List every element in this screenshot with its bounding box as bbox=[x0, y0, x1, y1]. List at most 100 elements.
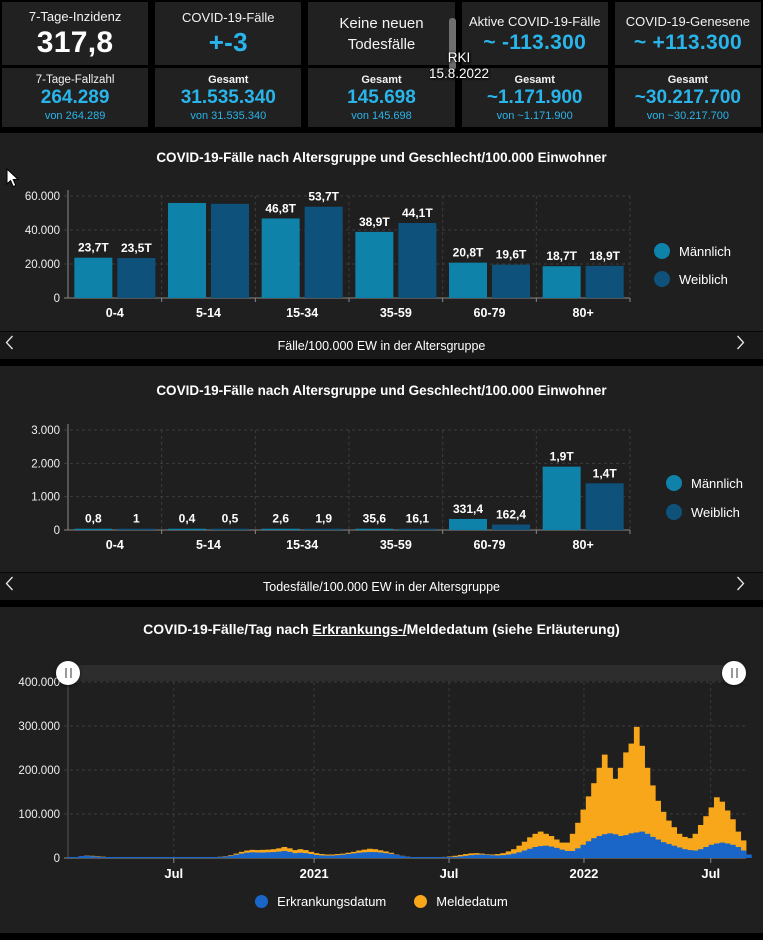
svg-text:1,9T: 1,9T bbox=[550, 450, 575, 464]
title-prefix: COVID-19-Fälle/Tag nach bbox=[143, 621, 313, 637]
svg-text:20.000: 20.000 bbox=[25, 259, 60, 271]
kpi-card-deaths[interactable]: Keine neuen Todesfälle Gesamt 145.698 vo… bbox=[308, 2, 455, 127]
cases-per-day-chart[interactable]: 0 100.000 200.000 300.000 400.000 Jul 2021 Jul 2… bbox=[0, 607, 763, 933]
kpi-footer-value: 264.289 bbox=[40, 86, 110, 108]
legend-item-maennlich[interactable]: Männlich bbox=[666, 475, 743, 491]
legend-label: Weiblich bbox=[691, 504, 740, 520]
svg-text:5-14: 5-14 bbox=[196, 538, 221, 552]
bar-60-79-Weiblich[interactable] bbox=[492, 264, 530, 298]
bar-5-14-Weiblich[interactable] bbox=[211, 528, 249, 530]
deaths-by-age-chart[interactable]: 0 1.000 2.000 3.000 0-4 0,8 1 5-140,4 0,5 15-34 2,… bbox=[0, 366, 763, 572]
next-chart-button[interactable] bbox=[736, 335, 758, 356]
bar-0-4-Männlich[interactable] bbox=[74, 528, 113, 530]
time-range-slider-handle-right[interactable] bbox=[722, 661, 746, 685]
svg-text:19,6T: 19,6T bbox=[496, 248, 527, 262]
scrollbar-thumb[interactable] bbox=[449, 18, 456, 70]
deaths-by-age-footer: Todesfälle/100.000 EW in der Altersgrupp… bbox=[0, 572, 763, 600]
bar-80+-Weiblich[interactable] bbox=[585, 483, 624, 530]
cases-by-age-footer: Fälle/100.000 EW in der Altersgruppe bbox=[0, 331, 763, 359]
svg-text:44,1T: 44,1T bbox=[402, 206, 433, 220]
tooltip-date: 15.8.2022 bbox=[428, 66, 490, 81]
kpi-card-active-cases[interactable]: Aktive COVID-19-Fälle ~ -113.300 Gesamt … bbox=[461, 2, 608, 127]
kpi-footer-label: Gesamt bbox=[667, 73, 709, 86]
bar-15-34-Weiblich[interactable] bbox=[304, 206, 343, 298]
kpi-card-recovered[interactable]: COVID-19-Genesene ~ +113.300 Gesamt ~30.… bbox=[614, 2, 761, 127]
bar-80+-Männlich[interactable] bbox=[542, 466, 581, 530]
prev-chart-button[interactable] bbox=[5, 576, 27, 597]
svg-text:5-14: 5-14 bbox=[196, 306, 221, 320]
legend-item-weiblich[interactable]: Weiblich bbox=[666, 504, 743, 520]
cases-by-age-chart[interactable]: 0 20.000 40.000 60.000 0-4 23,7T 23,5T 5-14 15-3… bbox=[0, 133, 763, 332]
svg-text:35,6: 35,6 bbox=[363, 512, 387, 526]
svg-text:1: 1 bbox=[133, 512, 140, 526]
bar-15-34-Weiblich[interactable] bbox=[304, 528, 343, 530]
svg-text:331,4: 331,4 bbox=[453, 502, 483, 516]
legend-item-erkrankungsdatum[interactable]: Erkrankungsdatum bbox=[255, 894, 386, 909]
deaths-by-age-legend: Männlich Weiblich bbox=[666, 475, 743, 520]
svg-text:300.000: 300.000 bbox=[18, 721, 60, 733]
time-range-slider-handle-left[interactable] bbox=[56, 661, 80, 685]
cases-by-age-legend: Männlich Weiblich bbox=[654, 243, 731, 287]
legend-item-maennlich[interactable]: Männlich bbox=[654, 243, 731, 259]
legend-label: Erkrankungsdatum bbox=[277, 894, 387, 909]
prev-chart-button[interactable] bbox=[5, 335, 27, 356]
erkrankungsdatum-link[interactable]: Erkrankungs-/ bbox=[312, 621, 407, 637]
title-suffix: Meldedatum (siehe Erläuterung) bbox=[406, 621, 620, 637]
bar-15-34-Männlich[interactable] bbox=[261, 218, 300, 298]
kpi-title: COVID-19-Genesene bbox=[625, 13, 751, 29]
bar-15-34-Männlich[interactable] bbox=[261, 528, 300, 530]
legend-item-weiblich[interactable]: Weiblich bbox=[654, 271, 731, 287]
bar-60-79-Weiblich[interactable] bbox=[492, 524, 530, 530]
legend-label: Weiblich bbox=[679, 271, 728, 287]
svg-text:35-59: 35-59 bbox=[380, 306, 412, 320]
legend-item-meldedatum[interactable]: Meldedatum bbox=[414, 894, 508, 909]
chevron-right-icon bbox=[737, 335, 745, 350]
kpi-card-new-cases[interactable]: COVID-19-Fälle +-3 Gesamt 31.535.340 von… bbox=[155, 2, 302, 127]
mouse-cursor-icon bbox=[6, 168, 20, 188]
erkrankungsdatum-dot-icon bbox=[255, 895, 269, 908]
bar-80+-Weiblich[interactable] bbox=[585, 265, 624, 298]
bar-5-14-Männlich[interactable] bbox=[168, 202, 206, 298]
svg-text:80+: 80+ bbox=[573, 538, 594, 552]
bar-35-59-Männlich[interactable] bbox=[355, 231, 394, 298]
series-Erkrankungsdatum[interactable] bbox=[68, 831, 752, 858]
bar-35-59-Weiblich[interactable] bbox=[398, 223, 437, 298]
legend-label: Männlich bbox=[679, 243, 732, 259]
kpi-card-bottom: Gesamt ~30.217.700 von ~30.217.700 bbox=[614, 68, 761, 127]
svg-text:18,9T: 18,9T bbox=[589, 249, 620, 263]
kpi-card-bottom: Gesamt ~1.171.900 von ~1.171.900 bbox=[461, 68, 608, 127]
bar-35-59-Weiblich[interactable] bbox=[398, 528, 437, 530]
svg-text:20,8T: 20,8T bbox=[453, 246, 484, 260]
kpi-footer-value: 31.535.340 bbox=[180, 86, 276, 108]
bar-60-79-Männlich[interactable] bbox=[449, 262, 487, 298]
svg-text:80+: 80+ bbox=[573, 306, 594, 320]
next-chart-button[interactable] bbox=[736, 576, 758, 597]
meldedatum-dot-icon bbox=[414, 895, 428, 908]
bar-0-4-Weiblich[interactable] bbox=[117, 258, 156, 298]
kpi-footer-label: 7-Tage-Fallzahl bbox=[35, 73, 115, 86]
cases-by-age-title: COVID-19-Fälle nach Altersgruppe und Ges… bbox=[156, 150, 607, 165]
svg-text:0-4: 0-4 bbox=[106, 306, 124, 320]
bar-0-4-Männlich[interactable] bbox=[74, 257, 113, 298]
bar-5-14-Weiblich[interactable] bbox=[211, 203, 249, 298]
svg-text:2,6: 2,6 bbox=[272, 512, 289, 526]
time-range-slider-track[interactable] bbox=[68, 665, 746, 681]
svg-text:0: 0 bbox=[54, 525, 60, 537]
svg-text:Jul: Jul bbox=[701, 866, 720, 881]
bar-80+-Männlich[interactable] bbox=[542, 266, 581, 298]
svg-text:53,7T: 53,7T bbox=[308, 190, 339, 204]
bar-5-14-Männlich[interactable] bbox=[168, 528, 206, 530]
bar-60-79-Männlich[interactable] bbox=[449, 518, 487, 530]
kpi-card-top: Aktive COVID-19-Fälle ~ -113.300 bbox=[461, 2, 608, 65]
kpi-footer-note: von 31.535.340 bbox=[190, 109, 267, 122]
svg-text:0,8: 0,8 bbox=[85, 512, 102, 526]
svg-text:0: 0 bbox=[54, 853, 60, 865]
bar-0-4-Weiblich[interactable] bbox=[117, 528, 156, 530]
kpi-card-bottom: Gesamt 31.535.340 von 31.535.340 bbox=[155, 68, 302, 127]
kpi-value: ~ +113.300 bbox=[633, 30, 742, 54]
bar-35-59-Männlich[interactable] bbox=[355, 528, 394, 530]
kpi-footer-note: von ~1.171.900 bbox=[496, 109, 573, 122]
svg-text:400.000: 400.000 bbox=[18, 677, 60, 689]
kpi-card-incidence[interactable]: 7-Tage-Inzidenz 317,8 7-Tage-Fallzahl 26… bbox=[2, 2, 149, 127]
